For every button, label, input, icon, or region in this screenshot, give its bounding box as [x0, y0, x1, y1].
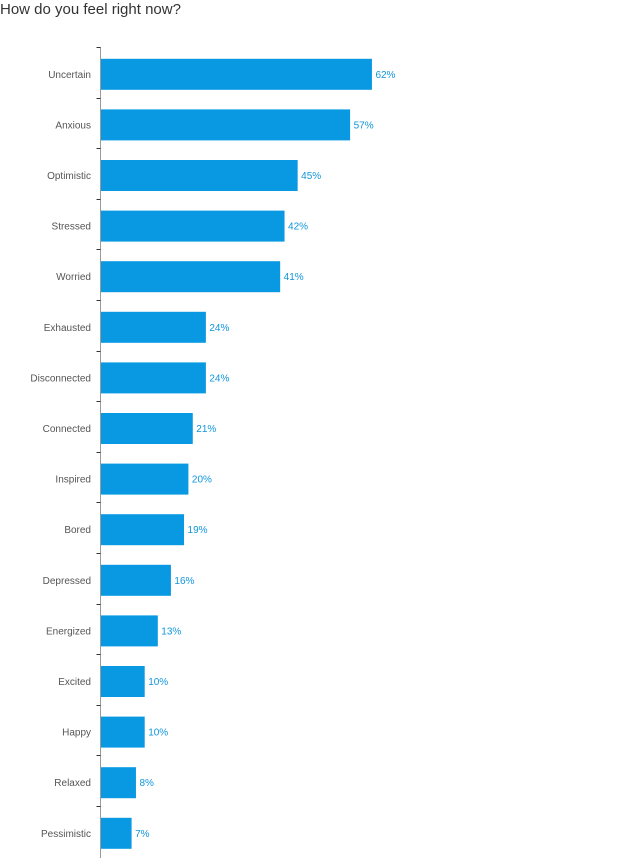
value-label: 10%: [148, 677, 168, 688]
value-label: 16%: [174, 576, 194, 587]
category-label: Energized: [46, 626, 91, 637]
value-label: 41%: [284, 272, 304, 283]
bar-pessimistic: [101, 817, 132, 849]
category-label: Relaxed: [54, 778, 91, 789]
bar-exhausted: [101, 311, 206, 343]
bar-anxious: [101, 109, 351, 141]
category-label: Pessimistic: [41, 829, 91, 840]
bar-excited: [101, 666, 145, 697]
category-label: Connected: [43, 424, 91, 435]
value-label: 20%: [192, 475, 212, 486]
y-axis: [96, 47, 101, 858]
value-label: 42%: [288, 222, 308, 233]
value-label: 57%: [354, 120, 374, 131]
value-label: 10%: [148, 728, 168, 739]
category-label: Anxious: [55, 120, 91, 131]
value-label: 19%: [188, 525, 208, 536]
bar-connected: [101, 413, 193, 444]
value-label: 21%: [196, 424, 216, 435]
bar-worried: [101, 261, 281, 293]
chart-title: How do you feel right now?: [0, 1, 181, 18]
value-label: 13%: [161, 626, 181, 637]
labels-group: Uncertain 62% Anxious 57% Optimistic 45% Stres…: [30, 70, 395, 840]
category-label: Disconnected: [30, 373, 91, 384]
bar-relaxed: [101, 767, 136, 799]
bar-depressed: [101, 564, 171, 596]
value-label: 24%: [209, 373, 229, 384]
bar-bored: [101, 514, 185, 546]
bar-energized: [101, 615, 158, 647]
bars-group: [101, 58, 372, 849]
value-label: 62%: [375, 70, 395, 81]
category-label: Inspired: [55, 475, 91, 486]
value-label: 45%: [301, 171, 321, 182]
category-label: Stressed: [52, 222, 91, 233]
category-label: Happy: [62, 728, 91, 739]
category-label: Worried: [56, 272, 91, 283]
category-label: Bored: [64, 525, 91, 536]
bar-happy: [101, 716, 145, 748]
bar-uncertain: [101, 58, 372, 90]
bar-inspired: [101, 463, 189, 495]
category-label: Excited: [58, 677, 91, 688]
category-label: Depressed: [43, 576, 91, 587]
bar-stressed: [101, 210, 285, 242]
category-label: Uncertain: [48, 70, 91, 81]
bar-disconnected: [101, 362, 206, 394]
value-label: 7%: [135, 829, 150, 840]
value-label: 24%: [209, 323, 229, 334]
value-label: 8%: [139, 778, 154, 789]
bar-optimistic: [101, 160, 298, 191]
category-label: Exhausted: [44, 323, 91, 334]
category-label: Optimistic: [47, 171, 91, 182]
